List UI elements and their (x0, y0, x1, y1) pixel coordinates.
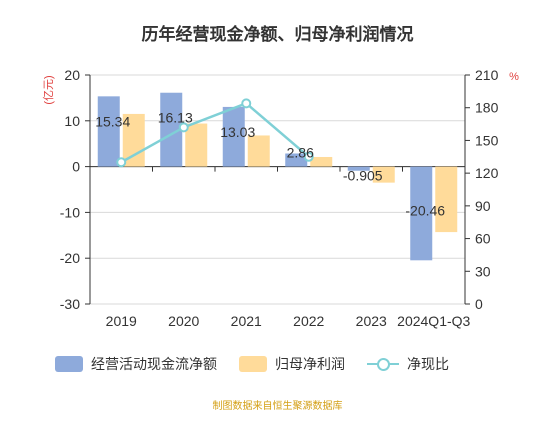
y-left-tick-label: -10 (60, 204, 80, 220)
y-left-tick-label: 0 (72, 159, 80, 175)
bar-profit (310, 156, 333, 167)
legend-item-ratio[interactable]: 净现比 (367, 354, 449, 374)
bar-cashflow (347, 166, 370, 171)
data-label-cashflow: 13.03 (220, 124, 255, 140)
data-label-cashflow: 15.34 (95, 113, 130, 129)
y-right-tick-label: 120 (475, 165, 499, 181)
y-right-tick-label: 0 (475, 296, 483, 312)
bar-profit (435, 166, 458, 233)
y-right-tick-label: 90 (475, 198, 491, 214)
y-right-tick-label: 30 (475, 263, 491, 279)
bar-profit (247, 135, 270, 167)
legend-label-ratio: 净现比 (407, 356, 449, 372)
x-tick-label: 2022 (293, 313, 324, 329)
point-ratio (241, 98, 252, 109)
y-left-unit: (亿元) (42, 75, 55, 104)
y-left-tick-label: -30 (60, 296, 80, 312)
bar-cashflow (160, 92, 183, 167)
y-right-tick-label: 210 (475, 67, 499, 83)
legend-label-cashflow: 经营活动现金流净额 (91, 356, 217, 372)
bar-cashflow (285, 153, 308, 167)
bar-cashflow (222, 106, 245, 167)
chart-legend: 经营活动现金流净额 归母净利润 净现比 (55, 354, 471, 374)
source-note: 制图数据来自恒生聚源数据库 (212, 401, 343, 412)
bar-profit (372, 166, 395, 183)
x-tick-label: 2023 (356, 313, 387, 329)
legend-item-cashflow[interactable]: 经营活动现金流净额 (55, 354, 217, 374)
x-tick-label: 2020 (168, 313, 199, 329)
data-label-cashflow: -20.46 (405, 202, 445, 218)
y-left-tick-label: 10 (64, 113, 80, 129)
y-right-tick-label: 180 (475, 100, 499, 116)
legend-swatch-profit (239, 356, 267, 372)
point-ratio (178, 122, 189, 133)
chart-title: 历年经营现金净额、归母净利润情况 (141, 25, 414, 44)
x-tick-label: 2021 (231, 313, 262, 329)
data-label-cashflow: 2.86 (287, 145, 314, 161)
legend-line-ratio (367, 356, 399, 372)
x-tick-label: 2019 (106, 313, 137, 329)
legend-swatch-cashflow (55, 356, 83, 372)
y-right-tick-label: 150 (475, 132, 499, 148)
line-ratio (120, 101, 310, 164)
y-right-tick-label: 60 (475, 231, 491, 247)
point-ratio (116, 157, 127, 168)
data-label-cashflow: 16.13 (158, 110, 193, 126)
bar-cashflow (97, 96, 120, 167)
y-left-tick-label: 20 (64, 67, 80, 83)
data-label-cashflow: -0.905 (343, 168, 383, 184)
legend-label-profit: 归母净利润 (275, 356, 345, 372)
x-tick-label: 2024Q1-Q3 (397, 313, 470, 329)
legend-item-profit[interactable]: 归母净利润 (239, 354, 345, 374)
point-ratio (303, 151, 314, 162)
bar-cashflow (410, 166, 433, 261)
y-left-tick-label: -20 (60, 250, 80, 266)
y-right-unit: % (509, 71, 519, 83)
bar-profit (185, 123, 208, 167)
